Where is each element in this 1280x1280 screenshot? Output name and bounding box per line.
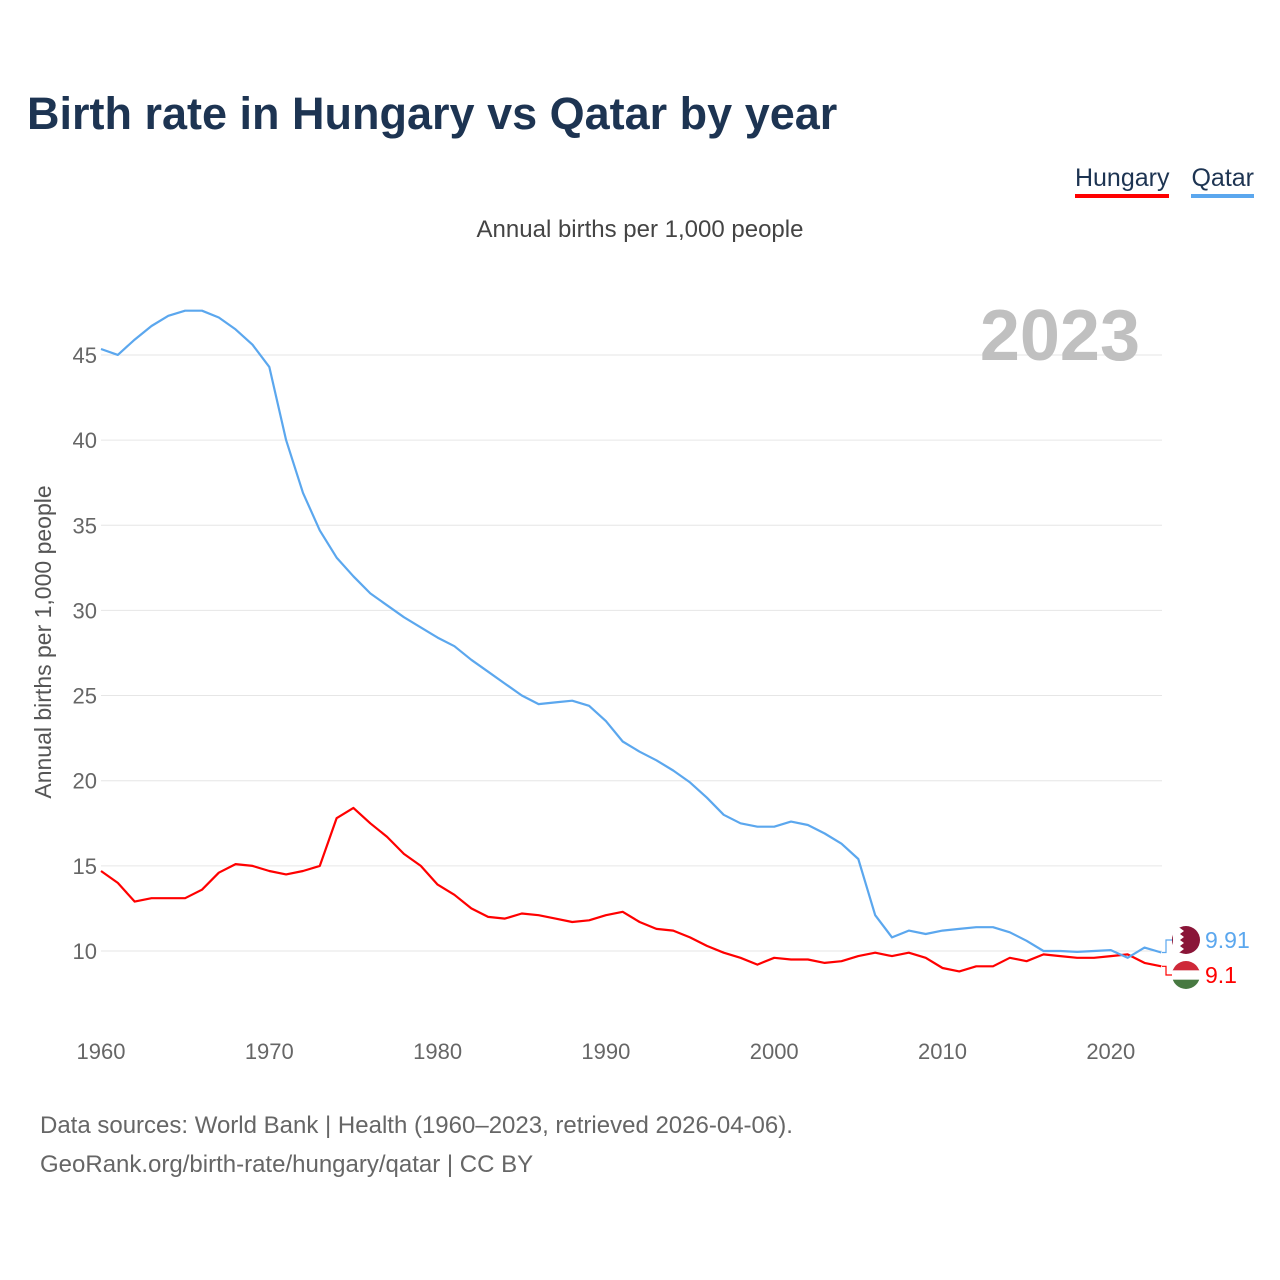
legend-qatar[interactable]: Qatar bbox=[1191, 164, 1254, 198]
end-connector bbox=[1162, 939, 1172, 954]
y-tick-label: 15 bbox=[73, 854, 97, 879]
y-tick-label: 10 bbox=[73, 939, 97, 964]
x-tick-label: 1990 bbox=[581, 1039, 630, 1064]
legend: Hungary Qatar bbox=[1074, 164, 1254, 198]
legend-hungary[interactable]: Hungary bbox=[1074, 164, 1170, 198]
source-line-1: Data sources: World Bank | Health (1960–… bbox=[40, 1112, 793, 1139]
x-tick-label: 2000 bbox=[750, 1039, 799, 1064]
y-axis-label: Annual births per 1,000 people bbox=[30, 485, 56, 798]
source-note: Data sources: World Bank | Health (1960–… bbox=[40, 1106, 793, 1184]
y-tick-label: 20 bbox=[73, 769, 97, 794]
end-value-label: 9.1 bbox=[1205, 962, 1237, 988]
qatar-flag-icon bbox=[1172, 926, 1200, 954]
y-tick-label: 30 bbox=[73, 598, 97, 623]
y-tick-label: 45 bbox=[73, 343, 97, 368]
x-tick-label: 2020 bbox=[1086, 1039, 1135, 1064]
year-watermark: 2023 bbox=[980, 296, 1140, 376]
y-tick-label: 35 bbox=[73, 513, 97, 538]
y-tick-label: 25 bbox=[73, 684, 97, 709]
chart-title: Birth rate in Hungary vs Qatar by year bbox=[27, 88, 838, 139]
series-line-qatar[interactable] bbox=[100, 309, 1162, 959]
y-tick-label: 40 bbox=[73, 428, 97, 453]
hungary-flag-icon bbox=[1172, 961, 1200, 989]
series-line-hungary[interactable] bbox=[100, 806, 1162, 973]
x-tick-label: 1980 bbox=[413, 1039, 462, 1064]
x-tick-label: 1970 bbox=[245, 1039, 294, 1064]
chart-subtitle: Annual births per 1,000 people bbox=[476, 216, 804, 243]
x-tick-label: 1960 bbox=[77, 1039, 126, 1064]
end-connector bbox=[1162, 965, 1172, 976]
x-tick-label: 2010 bbox=[918, 1039, 967, 1064]
source-line-2[interactable]: GeoRank.org/birth-rate/hungary/qatar | C… bbox=[40, 1151, 534, 1178]
end-value-label: 9.91 bbox=[1205, 927, 1250, 953]
